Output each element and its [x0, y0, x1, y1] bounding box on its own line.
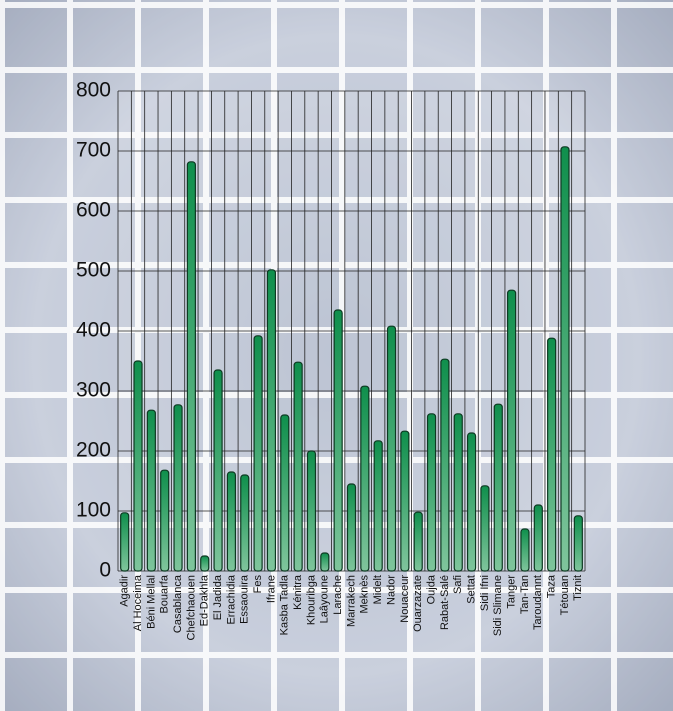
y-tick-label: 400 — [76, 319, 111, 342]
x-tick-label: Marrakech — [345, 575, 357, 627]
x-tick-label: Midelt — [372, 575, 384, 604]
x-tick-label: Ed-Dakhla — [199, 574, 211, 626]
bar — [160, 469, 170, 572]
bar — [320, 552, 330, 572]
y-tick-label: 600 — [76, 199, 111, 222]
x-tick-label: Tétouan — [559, 575, 571, 615]
bar — [346, 483, 357, 572]
x-tick-label: Chefchaouen — [185, 575, 197, 640]
bar — [200, 555, 210, 572]
x-tick-label: Settat — [465, 575, 477, 604]
bar — [413, 511, 423, 572]
bar — [533, 504, 543, 572]
x-tick-label: Nador — [385, 575, 397, 605]
bar — [293, 361, 303, 572]
bar — [133, 360, 143, 572]
x-tick-label: Taroudannt — [532, 575, 544, 630]
x-tick-label: Tan-Tan — [519, 575, 531, 614]
x-tick-label: Safi — [452, 575, 464, 594]
x-tick-label: Béni Mellal — [145, 575, 157, 629]
y-tick-label: 500 — [76, 259, 111, 282]
x-tick-label: Laâyoune — [319, 575, 331, 623]
y-tick-label: 100 — [76, 499, 111, 522]
x-tick-label: Kasba Tadla — [279, 574, 291, 635]
x-tick-label: El Jadida — [212, 574, 224, 620]
bar — [386, 325, 397, 572]
bar — [440, 358, 450, 572]
bar — [173, 404, 183, 572]
bar — [453, 413, 463, 572]
x-tick-label: Tiznit — [572, 575, 584, 601]
x-tick-label: Khouribga — [305, 574, 317, 625]
plot: 0 100 200 300 400 500 600 700 800 Agadir Al Hoceim… — [76, 79, 586, 640]
bar — [466, 432, 477, 572]
x-tick-label: Fes — [252, 575, 264, 594]
x-tick-label: Larache — [332, 575, 344, 615]
x-tick-label: Oujda — [425, 574, 437, 604]
bar — [573, 515, 583, 572]
bar — [306, 450, 317, 572]
x-tick-label: Meknès — [359, 575, 371, 614]
x-tick-label: Essaouira — [239, 574, 251, 624]
bar — [360, 385, 370, 572]
y-tick-label: 300 — [76, 379, 111, 402]
x-tick-label: Bouarfa — [159, 574, 171, 613]
x-tick-label: Nouaceur — [399, 575, 411, 623]
bar — [146, 409, 156, 572]
x-tick-label: Casablanca — [172, 574, 184, 633]
bar — [493, 403, 503, 572]
x-tick-label: Agadir — [119, 575, 131, 607]
bar — [547, 337, 557, 572]
bar — [240, 474, 250, 572]
x-tick-label: Al Hoceima — [132, 574, 144, 631]
bar — [426, 413, 437, 572]
y-tick-label: 200 — [76, 439, 111, 462]
bar — [186, 161, 196, 572]
bar — [226, 471, 237, 572]
x-tick-label: Sidi Ifni — [479, 575, 491, 611]
bar — [507, 289, 517, 572]
x-tick-label: Rabat-Salé — [439, 575, 451, 630]
bar — [560, 146, 570, 572]
y-tick-label: 700 — [76, 139, 111, 162]
x-tick-label: Tanger — [506, 575, 518, 609]
bar — [333, 309, 343, 572]
bar — [520, 528, 530, 572]
x-tick-label: Sidi Slimane — [492, 575, 504, 636]
y-tick-label: 800 — [76, 79, 111, 102]
x-tick-label: Taza — [546, 574, 558, 598]
y-tick-label: 0 — [99, 559, 111, 582]
bar — [253, 335, 263, 572]
bar — [400, 430, 410, 572]
x-tick-label: Ifrane — [265, 575, 277, 603]
bar — [280, 414, 290, 572]
x-tick-label: Ouarzazate — [412, 575, 424, 632]
bar — [213, 369, 223, 572]
bar — [266, 269, 277, 572]
bar — [373, 440, 383, 572]
x-tick-label: Errachidia — [225, 574, 237, 624]
bar — [120, 512, 130, 572]
bar — [480, 485, 490, 572]
x-tick-label: Kénitra — [292, 574, 304, 610]
